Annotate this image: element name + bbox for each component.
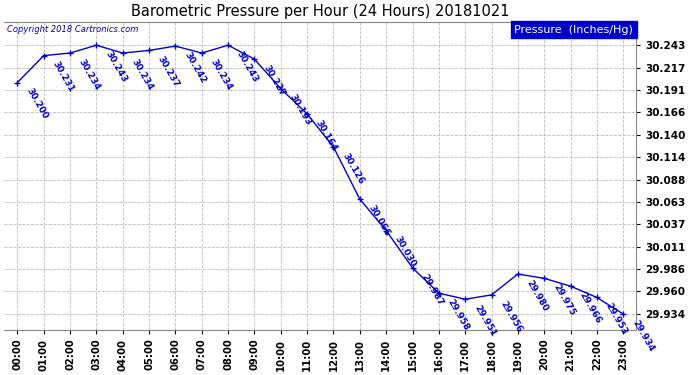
- Text: 30.164: 30.164: [314, 118, 339, 153]
- Text: 30.243: 30.243: [104, 50, 128, 84]
- Text: 30.234: 30.234: [208, 57, 234, 92]
- Text: 30.200: 30.200: [24, 87, 49, 121]
- Text: 30.126: 30.126: [340, 151, 366, 186]
- Text: 30.242: 30.242: [182, 50, 208, 85]
- Text: 30.030: 30.030: [393, 235, 418, 269]
- Text: 30.234: 30.234: [77, 57, 102, 92]
- Text: 29.980: 29.980: [525, 278, 550, 313]
- Text: Copyright 2018 Cartronics.com: Copyright 2018 Cartronics.com: [8, 25, 139, 34]
- Text: 29.975: 29.975: [551, 282, 576, 317]
- Text: 30.243: 30.243: [235, 50, 260, 84]
- Text: 29.953: 29.953: [604, 302, 629, 336]
- Text: Pressure  (Inches/Hg): Pressure (Inches/Hg): [514, 25, 633, 35]
- Text: 30.237: 30.237: [156, 55, 181, 89]
- Title: Barometric Pressure per Hour (24 Hours) 20181021: Barometric Pressure per Hour (24 Hours) …: [131, 4, 509, 19]
- Text: 29.958: 29.958: [446, 297, 471, 332]
- Text: 29.934: 29.934: [630, 318, 656, 353]
- Text: 29.987: 29.987: [420, 272, 445, 307]
- Text: 30.066: 30.066: [367, 203, 392, 238]
- Text: 30.193: 30.193: [288, 93, 313, 128]
- Text: 30.234: 30.234: [130, 57, 155, 92]
- Text: 30.231: 30.231: [50, 60, 76, 94]
- Text: 29.966: 29.966: [578, 290, 603, 325]
- Text: 29.956: 29.956: [498, 299, 524, 334]
- Text: 30.227: 30.227: [262, 63, 286, 98]
- Text: 29.951: 29.951: [472, 303, 497, 338]
